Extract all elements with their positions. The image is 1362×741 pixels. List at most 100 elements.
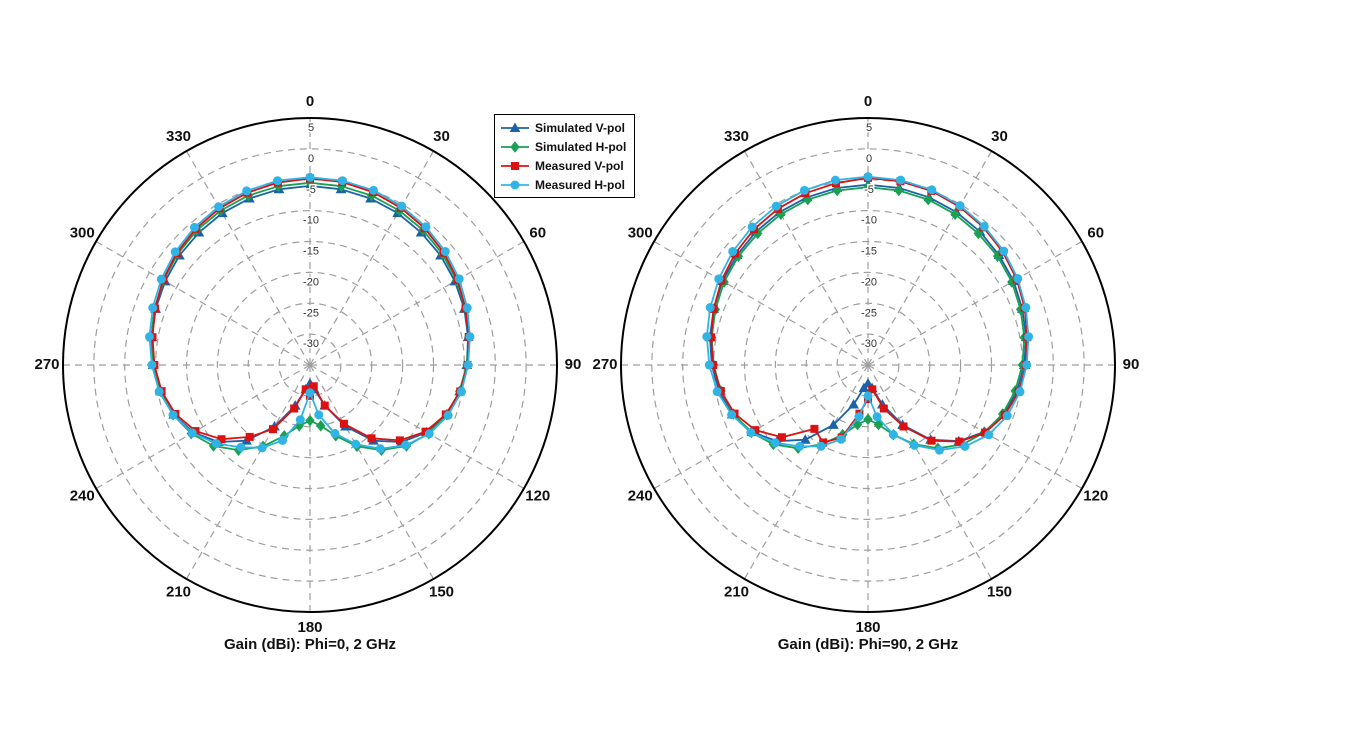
square-marker bbox=[245, 432, 254, 441]
circle-marker bbox=[510, 180, 520, 189]
circle-marker bbox=[770, 438, 780, 448]
circle-marker bbox=[273, 176, 283, 186]
circle-marker bbox=[421, 222, 431, 232]
radial-tick-label: 5 bbox=[866, 122, 872, 134]
square-marker bbox=[339, 419, 348, 428]
circle-marker bbox=[463, 360, 473, 370]
circle-marker bbox=[799, 185, 809, 195]
circle-marker bbox=[896, 175, 906, 185]
square-marker bbox=[927, 436, 936, 445]
square-marker bbox=[511, 161, 519, 170]
diamond-marker bbox=[923, 193, 933, 206]
circle-marker bbox=[863, 172, 873, 182]
radial-tick-label: -15 bbox=[303, 246, 319, 258]
angle-label: 30 bbox=[433, 128, 450, 145]
circle-marker bbox=[728, 246, 738, 256]
circle-marker bbox=[816, 441, 826, 451]
angle-label: 90 bbox=[565, 356, 582, 373]
circle-marker bbox=[330, 428, 340, 438]
circle-marker bbox=[909, 440, 919, 450]
radial-tick-label: 0 bbox=[308, 153, 314, 165]
radial-tick-label: -5 bbox=[864, 184, 874, 196]
circle-marker bbox=[854, 412, 864, 422]
triangle-marker bbox=[799, 434, 811, 444]
polar-plot-phi0: 0 30 60 90 120 150 180 210 240 270 300 330 5 0 -5 -10 -1… bbox=[34, 93, 581, 636]
circle-marker bbox=[168, 410, 178, 420]
circle-marker bbox=[888, 430, 898, 440]
circle-marker bbox=[314, 410, 324, 420]
triangle-marker bbox=[858, 382, 870, 393]
angle-label: 150 bbox=[987, 584, 1012, 601]
legend-row: Measured V-pol bbox=[500, 156, 626, 175]
radial-tick-label: -30 bbox=[303, 338, 319, 350]
circle-legend-icon bbox=[501, 180, 529, 189]
square-legend-icon bbox=[501, 161, 529, 170]
angle-label: 210 bbox=[724, 584, 749, 601]
radial-tick-label: -10 bbox=[303, 215, 319, 227]
outer-circle bbox=[62, 117, 558, 613]
circle-marker bbox=[704, 360, 714, 370]
angle-label: 0 bbox=[864, 93, 872, 110]
circle-marker bbox=[960, 441, 970, 451]
angle-label: 180 bbox=[855, 619, 880, 636]
radial-tick-label: 5 bbox=[308, 122, 314, 134]
radial-tick-label: -20 bbox=[861, 276, 877, 288]
angle-label: 30 bbox=[991, 128, 1008, 145]
circle-marker bbox=[712, 387, 722, 397]
circle-marker bbox=[454, 274, 464, 284]
triangle-marker bbox=[862, 378, 874, 388]
diamond-marker bbox=[510, 140, 520, 153]
angle-label: 240 bbox=[628, 487, 653, 504]
angle-label: 60 bbox=[529, 224, 546, 241]
angle-label: 300 bbox=[70, 224, 95, 241]
circle-marker bbox=[375, 444, 385, 454]
legend-label: Simulated H-pol bbox=[535, 139, 627, 154]
diamond-marker bbox=[832, 184, 842, 197]
circle-marker bbox=[156, 274, 166, 284]
circle-marker bbox=[746, 428, 756, 438]
circle-marker bbox=[863, 391, 873, 401]
angle-label: 210 bbox=[166, 584, 191, 601]
square-marker bbox=[290, 404, 299, 413]
circle-marker bbox=[955, 201, 965, 211]
radial-tick-label: -30 bbox=[861, 338, 877, 350]
angle-labels: 0 30 60 90 120 150 180 210 240 270 300 330 bbox=[592, 93, 1139, 636]
angle-label: 240 bbox=[70, 487, 95, 504]
circle-marker bbox=[170, 247, 180, 257]
circle-marker bbox=[795, 441, 805, 451]
circle-marker bbox=[397, 201, 407, 211]
diamond-marker bbox=[950, 208, 960, 220]
circle-marker bbox=[872, 412, 882, 422]
angle-label: 0 bbox=[306, 93, 314, 110]
diamond-legend-icon bbox=[501, 140, 529, 153]
angle-label: 90 bbox=[1123, 356, 1140, 373]
angle-label: 120 bbox=[1083, 487, 1108, 504]
circle-marker bbox=[727, 410, 737, 420]
circle-marker bbox=[305, 388, 315, 398]
circle-marker bbox=[1013, 274, 1023, 284]
circle-marker bbox=[1002, 411, 1012, 421]
circle-marker bbox=[278, 435, 288, 445]
circle-marker bbox=[242, 186, 252, 196]
square-marker bbox=[395, 436, 404, 445]
circle-marker bbox=[236, 442, 246, 452]
circle-marker bbox=[714, 274, 724, 284]
circle-marker bbox=[144, 332, 154, 342]
circle-marker bbox=[369, 185, 379, 195]
series-measured-h-pol bbox=[702, 172, 1034, 455]
circle-marker bbox=[440, 246, 450, 256]
angle-label: 180 bbox=[297, 619, 322, 636]
circle-marker bbox=[1015, 387, 1025, 397]
radial-tick-label: -20 bbox=[303, 276, 319, 288]
angle-label: 60 bbox=[1087, 224, 1104, 241]
square-marker bbox=[320, 401, 329, 410]
circle-marker bbox=[747, 222, 757, 232]
square-marker bbox=[217, 435, 226, 444]
circle-marker bbox=[984, 430, 994, 440]
polar-grid bbox=[621, 118, 1115, 612]
circle-marker bbox=[999, 246, 1009, 256]
radial-tick-label: -5 bbox=[306, 184, 316, 196]
angle-labels: 0 30 60 90 120 150 180 210 240 270 300 330 bbox=[34, 93, 581, 636]
caption-phi0: Gain (dBi): Phi=0, 2 GHz bbox=[223, 636, 397, 653]
angle-label: 330 bbox=[166, 128, 191, 145]
